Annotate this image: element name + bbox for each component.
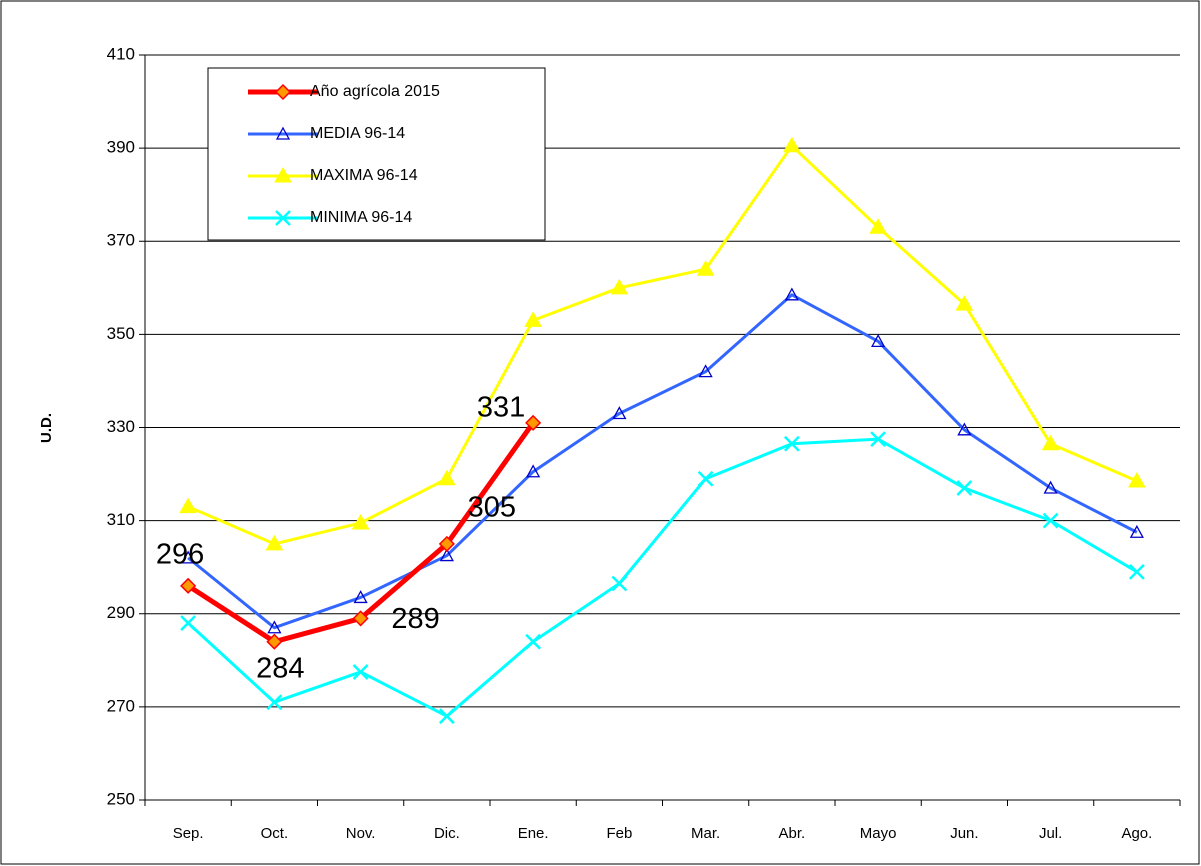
marker [439, 548, 454, 562]
x-tick-label: Jul. [1039, 825, 1062, 842]
marker [525, 414, 542, 431]
y-tick-label: 330 [107, 417, 135, 436]
legend-label: MAXIMA 96-14 [310, 167, 418, 184]
marker [956, 480, 973, 496]
x-tick-label: Jun. [950, 825, 978, 842]
marker [438, 469, 456, 486]
data-label: 331 [477, 392, 525, 424]
marker [267, 620, 282, 634]
data-label: 284 [256, 652, 304, 684]
y-tick-label: 270 [107, 696, 135, 715]
marker [696, 260, 715, 276]
grid: 250 270 290 310 330 350 370 390 410 Sep. Oct. Nov. D… [107, 44, 1181, 842]
legend-items: Año agrícola 2015 MEDIA 96-14 MAXIMA 96-14… [248, 83, 440, 226]
data-label: 296 [156, 538, 204, 570]
marker [266, 633, 283, 650]
y-tick-label: 350 [107, 324, 135, 343]
marker [353, 590, 368, 604]
marker [275, 210, 291, 226]
marker [783, 136, 801, 153]
x-tick-label: Ago. [1121, 825, 1152, 842]
data-label: 289 [391, 603, 439, 635]
marker [265, 534, 284, 551]
marker [870, 431, 887, 448]
marker [180, 615, 197, 631]
marker [1042, 512, 1059, 529]
marker [869, 218, 887, 234]
legend-label: MINIMA 96-14 [310, 209, 412, 226]
marker [274, 83, 292, 101]
marker [274, 166, 292, 183]
y-tick-label: 250 [107, 789, 135, 808]
marker [871, 334, 886, 348]
marker [610, 278, 629, 295]
marker [1043, 480, 1058, 494]
marker [275, 126, 291, 140]
marker [1041, 434, 1060, 451]
x-tick-label: Ene. [518, 825, 549, 842]
marker [179, 497, 197, 514]
marker [1128, 472, 1146, 488]
plot: 296 284 289 305 331 [156, 136, 1146, 725]
marker [526, 464, 541, 478]
marker [697, 470, 714, 487]
marker [180, 577, 197, 594]
marker [352, 664, 369, 680]
marker [181, 550, 196, 564]
marker [698, 364, 713, 378]
x-tick-label: Nov. [346, 825, 376, 842]
x-tick-label: Sep. [173, 825, 204, 842]
marker [524, 311, 542, 327]
legend-label: MEDIA 96-14 [310, 125, 405, 142]
y-tick-label: 290 [107, 603, 135, 622]
marker [1128, 563, 1145, 580]
x-tick-label: Oct. [261, 825, 289, 842]
legend-label: Año agrícola 2015 [310, 83, 440, 100]
marker [957, 422, 972, 436]
marker [612, 406, 627, 420]
marker [438, 708, 455, 725]
y-axis-label: U.D. [38, 413, 55, 443]
series-line [187, 144, 1138, 546]
marker [438, 535, 455, 552]
series-line [187, 437, 1138, 718]
y-tick-label: 390 [107, 138, 135, 157]
x-tick-label: Dic. [434, 825, 460, 842]
legend [207, 67, 546, 241]
x-tick-label: Feb [606, 825, 632, 842]
y-tick-label: 370 [107, 231, 135, 250]
marker [611, 575, 628, 592]
marker [783, 435, 800, 452]
marker [351, 513, 370, 530]
series-line [187, 293, 1138, 630]
marker [1129, 524, 1144, 538]
y-tick-label: 310 [107, 510, 135, 529]
x-tick-label: Abr. [779, 825, 806, 842]
x-tick-label: Mayo [860, 825, 897, 842]
marker [266, 694, 283, 711]
data-label: 305 [468, 492, 516, 524]
x-tick-label: Mar. [691, 825, 720, 842]
marker [784, 287, 799, 301]
marker [525, 633, 542, 650]
y-tick-label: 410 [107, 44, 135, 63]
marker [352, 610, 369, 627]
marker [955, 295, 974, 311]
